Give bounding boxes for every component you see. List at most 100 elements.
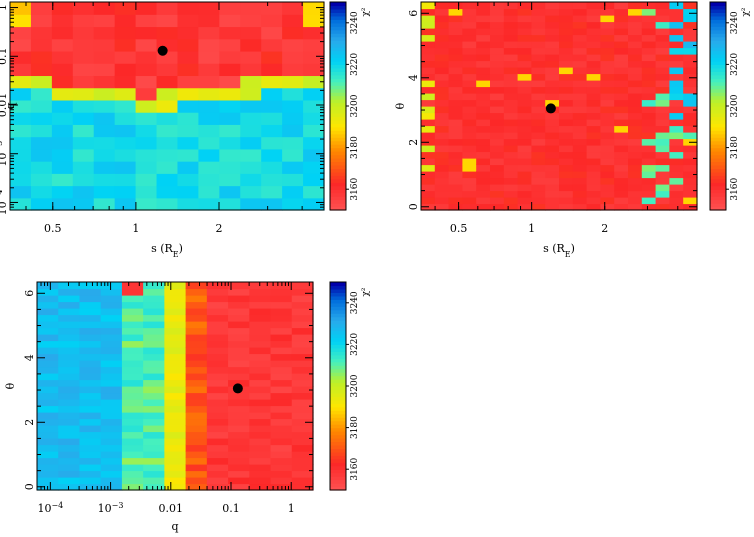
x-axis-title: s (RE) [151,242,183,259]
heatmap-cell [517,34,532,42]
heatmap-cell [219,99,241,113]
heatmap-cell [228,327,250,335]
heatmap-cell [421,119,436,127]
heatmap-cell [164,353,187,361]
heatmap-cell [185,405,208,413]
heatmap-cell [559,15,574,23]
plot-frame [9,1,325,211]
heatmap-cell [10,38,32,52]
heatmap-cell [669,138,684,146]
colorbar-segment [710,171,726,176]
heatmap-cell [434,158,450,166]
heatmap-cell [135,26,158,40]
heatmap-cell [614,67,629,75]
heatmap-cell [531,21,546,29]
heatmap-cell [683,151,698,159]
heatmap-cell [51,148,74,162]
heatmap-cell [421,164,436,172]
y-tick-label: 1 [0,4,9,11]
heatmap-cell [641,21,657,29]
heatmap-cell [476,190,491,198]
heatmap-cell [476,80,491,88]
heatmap-cell [261,63,283,77]
heatmap-cell [586,2,601,10]
heatmap-cell [249,405,272,413]
heatmap-cell [79,470,102,478]
heatmap-cell [249,308,272,316]
heatmap-cell [206,392,229,400]
heatmap-cell [462,34,477,42]
heatmap-cell [79,392,102,400]
heatmap-cell [572,177,588,185]
heatmap-cell [448,177,463,185]
heatmap-cell [249,379,272,387]
heatmap-cell [434,99,450,107]
colorbar-segment [710,185,726,190]
heatmap-cell [100,431,123,439]
heatmap-cell [614,112,629,120]
heatmap-cell [198,197,220,211]
heatmap-cell [628,8,643,16]
heatmap-cell [100,308,123,316]
heatmap-cell [517,138,532,146]
heatmap-cell [600,34,615,42]
heatmap-cell [51,197,74,211]
colorbar-segment [330,458,346,463]
heatmap-cell [503,2,519,10]
heatmap-cell [503,158,519,166]
heatmap-cell [669,158,684,166]
heatmap-cell [206,373,229,381]
heatmap-cell [669,125,684,133]
heatmap-cell [655,86,670,94]
heatmap-cell [559,34,574,42]
colorbar-segment [330,203,346,208]
heatmap-cell [198,63,220,77]
heatmap-cell [683,47,698,55]
heatmap-cell [58,438,81,446]
heatmap-cell [476,145,491,153]
heatmap-cell [683,112,698,120]
heatmap-cell [79,425,102,433]
heatmap-cell [37,412,59,420]
colorbar-segment [710,175,726,180]
heatmap-cell [614,60,629,68]
heatmap-cell [93,185,116,199]
heatmap-cell [164,483,187,491]
heatmap-cell [58,451,81,459]
heatmap-cell [164,444,187,452]
heatmap-cell [600,80,615,88]
colorbar-segment [330,78,346,83]
heatmap-cell [434,125,450,133]
heatmap-cell [249,438,272,446]
heatmap-cell [79,444,102,452]
colorbar-segment [330,392,346,397]
heatmap-cell [531,138,546,146]
heatmap-cell [156,2,179,15]
heatmap-cell [669,34,684,42]
heatmap-cell [303,75,325,89]
colorbar-tick-label: 3200 [730,94,740,117]
heatmap-cell [669,80,684,88]
colorbar-segment [330,386,346,391]
heatmap-cell [476,164,491,172]
heatmap-cell [198,124,220,138]
heatmap-cell [143,353,165,361]
heatmap-cell [641,164,657,172]
heatmap-cell [198,50,220,64]
heatmap-cell [531,67,546,75]
colorbar-segment [330,396,346,401]
heatmap-cell [434,60,450,68]
heatmap-cell [30,63,53,77]
colorbar-segment [330,158,346,163]
colorbar-segment [330,351,346,356]
heatmap-cell [303,14,325,28]
heatmap-cell [79,457,102,465]
heatmap-cell [421,158,436,166]
heatmap-cell [143,477,165,485]
heatmap-cell [206,386,229,394]
heatmap-cell [100,373,123,381]
heatmap-cell [614,80,629,88]
heatmap-cell [476,112,491,120]
heatmap-cell [655,138,670,146]
heatmap-cell [517,86,532,94]
